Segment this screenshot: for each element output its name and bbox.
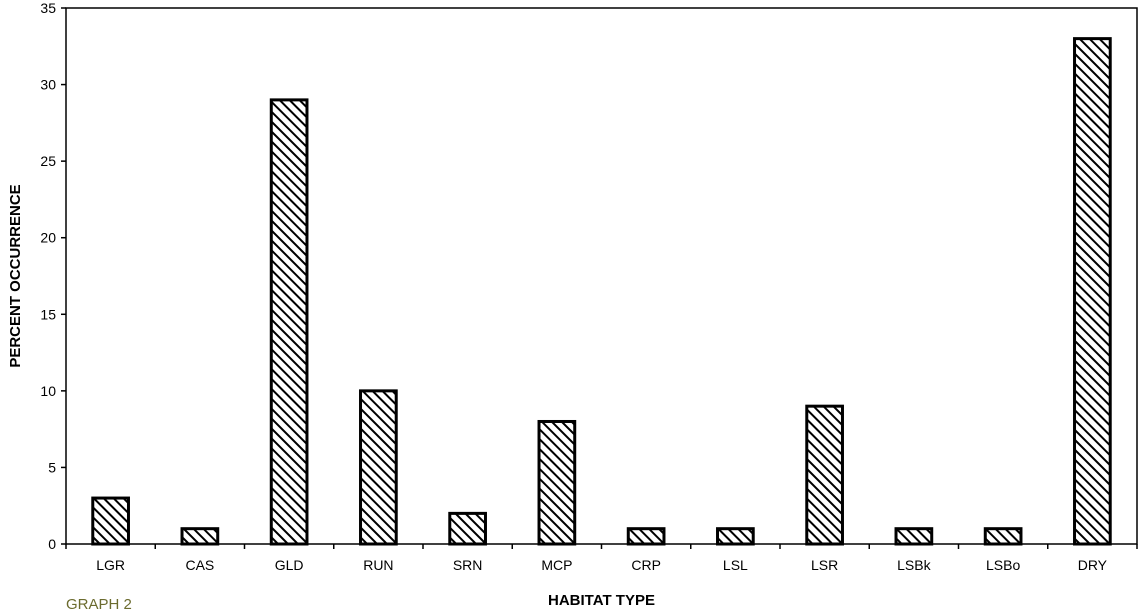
bar-cas — [180, 527, 220, 546]
bar-dry — [1073, 37, 1112, 546]
bar-run — [359, 389, 398, 546]
plot-frame — [65, 7, 1138, 545]
x-tick-label-lsbk: LSBk — [897, 557, 931, 573]
y-tick-label: 30 — [40, 77, 56, 93]
y-tick-label: 25 — [40, 153, 56, 169]
x-tick-label-lsr: LSR — [811, 557, 838, 573]
y-axis-title: PERCENT OCCURRENCE — [7, 184, 24, 367]
x-axis-title: HABITAT TYPE — [548, 592, 655, 609]
y-tick-label: 20 — [40, 230, 56, 246]
bar-srn — [448, 511, 487, 546]
y-axis: 0 5 10 15 20 25 30 35 — [40, 0, 66, 552]
x-tick-label-lsl: LSL — [723, 557, 748, 573]
x-tick-label-cas: CAS — [185, 557, 214, 573]
bar-crp — [626, 527, 666, 546]
bar-gld — [269, 98, 309, 546]
x-axis: LGR CAS GLD RUN SRN MCP CRP LSL LSR LSBk LSBo DRY — [65, 544, 1138, 573]
y-tick-label: 0 — [48, 536, 56, 552]
graph-caption: GRAPH 2 — [66, 596, 132, 611]
x-tick-label-mcp: MCP — [541, 557, 572, 573]
x-tick-label-run: RUN — [363, 557, 393, 573]
y-tick-label: 10 — [40, 383, 56, 399]
x-tick-label-dry: DRY — [1078, 557, 1108, 573]
bar-mcp — [537, 419, 577, 546]
bar-lgr — [91, 496, 130, 546]
bar-lsl — [716, 527, 755, 546]
y-tick-label: 5 — [48, 459, 56, 475]
y-tick-label: 15 — [40, 306, 56, 322]
y-tick-label: 35 — [40, 0, 56, 16]
x-tick-label-lgr: LGR — [96, 557, 125, 573]
x-tick-label-srn: SRN — [453, 557, 483, 573]
bar-lsbk — [894, 527, 934, 546]
x-tick-label-crp: CRP — [631, 557, 661, 573]
bar-lsr — [805, 404, 844, 546]
x-tick-label-lsbo: LSBo — [986, 557, 1020, 573]
x-tick-label-gld: GLD — [275, 557, 304, 573]
bars-group — [91, 37, 1112, 546]
bar-lsbo — [983, 527, 1023, 546]
